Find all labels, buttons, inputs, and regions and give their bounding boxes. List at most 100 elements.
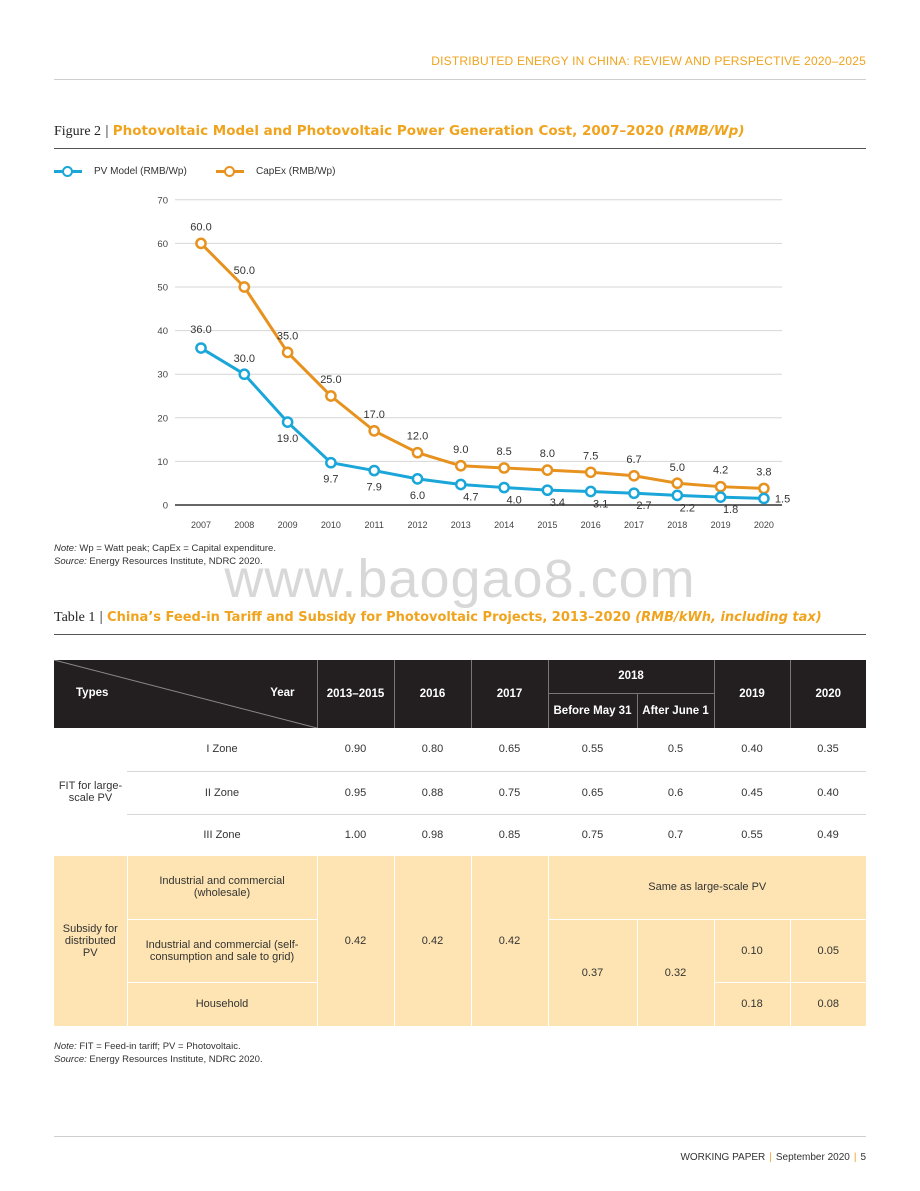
data-label-pv-model: 2.2 [680,502,695,514]
figure-rule [54,148,866,149]
cell: 0.42 [470,856,548,1026]
legend-label-capex: CapEx (RMB/Wp) [256,165,336,177]
table-header-row: Types Year 2013–2015 2016 2017 2018 2019… [54,660,866,728]
cell: 0.40 [790,771,866,815]
data-point-capex [671,477,684,490]
data-point-capex [281,346,294,359]
data-label-capex: 7.5 [583,450,598,462]
data-point-capex [714,480,727,493]
data-point-capex [195,237,207,250]
data-label-pv-model: 6.0 [410,490,425,502]
col-2016: 2016 [393,660,471,728]
x-tick-label: 2008 [234,520,254,530]
types-year-header: Types Year [54,660,317,728]
y-tick-label: 20 [157,413,168,424]
data-point-pv-model [368,464,381,477]
col-2019: 2019 [713,660,790,728]
figure-title-text: Photovoltaic Model and Photovoltaic Powe… [112,123,664,139]
cell: 0.42 [393,856,471,1026]
figure-source: Energy Resources Institute, NDRC 2020. [89,555,263,567]
data-label-pv-model: 2.7 [636,500,651,512]
data-point-pv-model [541,484,554,497]
table-row: FIT for large-scale PV I Zone 0.90 0.80 … [54,728,866,856]
figure-label: Figure 2 [54,124,102,139]
footer-series: WORKING PAPER [680,1152,766,1163]
data-label-pv-model: 19.0 [277,433,298,445]
data-point-capex [368,425,381,437]
cell: 0.55 [714,814,790,856]
data-label-pv-model: 1.8 [723,504,738,516]
data-point-pv-model [584,485,597,498]
series-line-capex [199,242,764,490]
cell: 0.75 [471,771,548,815]
x-tick-label: 2009 [278,520,298,530]
footer-date: September 2020 [775,1152,850,1163]
col-2018-before-may: Before May 31 [547,692,637,728]
data-label-pv-model: 36.0 [190,324,211,336]
figure-title: Figure 2 | Photovoltaic Model and Photovol… [54,122,745,140]
cell: 0.10 [713,918,790,982]
figure-unit: (RMB/Wp) [668,123,745,139]
table-subheader-row: Before May 31 After June 1 [54,692,866,728]
x-tick-label: 2018 [667,520,687,530]
data-label-capex: 17.0 [363,409,384,421]
data-point-pv-model [498,481,510,494]
data-label-capex: 12.0 [407,431,428,443]
data-label-pv-model: 3.1 [593,498,608,510]
cell: 0.80 [394,728,471,772]
data-label-capex: 25.0 [320,374,341,386]
data-point-capex [411,446,424,459]
x-tick-label: 2014 [494,520,514,530]
series-line-pv-model [200,346,764,500]
cell: 0.42 [316,856,394,1026]
x-tick-label: 2013 [451,520,471,530]
row-label-ic-wholesale: Industrial and commercial (wholesale) [126,856,317,919]
data-label-capex: 8.0 [540,448,555,460]
page-footer: WORKING PAPER | September 2020 | 5 [680,1152,866,1163]
cell: 0.88 [394,771,471,815]
cell: 0.35 [790,728,866,772]
cell: 0.08 [789,981,866,1026]
cell: 0.37 [547,918,637,1026]
y-tick-label: 70 [157,195,168,206]
data-point-capex [325,390,337,402]
cell: 0.85 [471,814,548,856]
same-as-large-scale-cell: Same as large-scale PV [547,856,866,919]
data-label-pv-model: 4.7 [463,492,478,504]
line-chart: 0 10 20 30 40 50 60 70 2007 2008 2009 2010 2011 2012 2… [157,195,790,530]
cell: 0.65 [471,728,548,772]
data-point-pv-model [714,491,727,504]
data-point-capex [498,462,510,474]
legend-swatch-pv-model [54,163,82,179]
cell: 0.5 [637,728,714,772]
data-point-capex [584,466,597,479]
col-2020: 2020 [789,660,866,728]
table-title: Table 1 | China’s Feed-in Tariff and Subsi… [54,608,822,626]
data-label-capex: 50.0 [234,265,255,277]
data-label-capex: 60.0 [190,221,211,233]
data-point-capex [238,281,251,293]
cell: 0.65 [548,771,637,815]
data-label-capex: 5.0 [670,462,685,474]
col-2018: 2018 [547,660,714,693]
table-notes: Note: FIT = Feed-in tariff; PV = Photovo… [54,1041,263,1066]
cell: 0.55 [548,728,637,772]
table-title-text: China’s Feed-in Tariff and Subsidy for P… [107,610,631,625]
data-point-capex [758,482,770,495]
data-label-pv-model: 9.7 [323,474,338,486]
subsidy-group-label: Subsidy for distributed PV [54,856,127,1026]
cell: 0.05 [789,918,866,982]
table-row: Household 0.18 0.08 [54,981,866,1026]
data-point-pv-model [325,456,337,469]
zone-label: I Zone [127,728,317,772]
data-point-pv-model [628,487,640,500]
data-point-pv-model [195,342,207,354]
footer-sep-1: | [769,1152,772,1163]
legend-item-capex: CapEx (RMB/Wp) [216,163,335,179]
types-header: Types [76,687,109,699]
table-separator: | [99,608,104,624]
data-label-capex: 35.0 [277,330,298,342]
data-point-pv-model [281,416,294,429]
col-2013-2015: 2013–2015 [316,660,394,728]
data-point-pv-model [454,478,467,491]
